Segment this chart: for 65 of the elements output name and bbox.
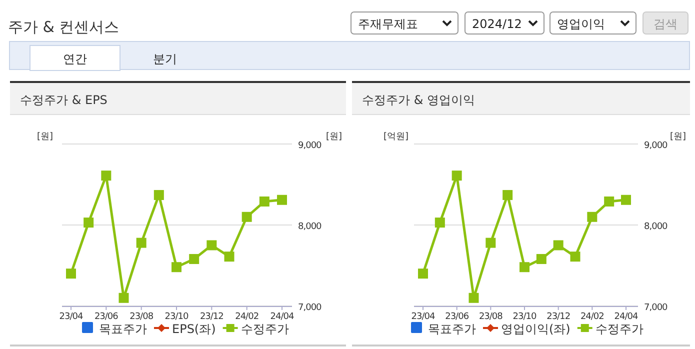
point (101, 170, 112, 181)
point (452, 170, 462, 181)
y2-tick-label: 9,000 (644, 141, 668, 151)
chart-title: 수정주가 & EPS (20, 93, 108, 107)
text: 분기 (153, 52, 177, 66)
y2-tick-label: 7,000 (644, 303, 668, 313)
text: 연간 (63, 52, 87, 66)
text: 검색 (654, 17, 678, 31)
y2-tick-label: 7,000 (298, 303, 322, 313)
y2-tick-label: 8,000 (298, 222, 322, 232)
point (570, 252, 580, 262)
legend-label: 수정주가 (595, 322, 644, 336)
point (587, 212, 598, 222)
point (259, 196, 270, 207)
y2-tick-label: 8,000 (644, 222, 668, 232)
point (154, 190, 164, 200)
x-tick-label: 23/08 (130, 312, 154, 322)
y2-axis-title: [원] (326, 132, 342, 142)
point (502, 190, 513, 200)
point (242, 212, 252, 222)
x-tick-label: 24/04 (270, 312, 294, 322)
point (621, 194, 631, 205)
point (277, 194, 287, 205)
point (486, 238, 496, 248)
x-tick-label: 24/02 (580, 312, 604, 322)
y-axis-title: [억원] (383, 132, 409, 142)
y2-axis-title: [원] (670, 132, 686, 142)
x-tick-label: 23/10 (164, 312, 189, 322)
x-tick-label: 24/02 (235, 312, 259, 322)
point (520, 262, 530, 272)
point (418, 268, 428, 279)
point (172, 262, 182, 272)
legend-label: 목표주가 (428, 322, 476, 336)
x-tick-label: 23/04 (59, 312, 84, 322)
legend-label: 목표주가 (99, 322, 147, 336)
legend-label: EPS(좌) (172, 322, 216, 336)
x-tick-label: 23/06 (94, 312, 119, 322)
point (66, 268, 76, 279)
y-axis-title: [원] (36, 132, 54, 142)
x-tick-label: 23/10 (512, 312, 537, 322)
point (536, 254, 546, 264)
point (136, 238, 146, 248)
text: 영업이익 (557, 17, 605, 31)
point (118, 292, 129, 303)
point (224, 252, 234, 262)
text: 주가 & 컨센서스 (8, 18, 120, 36)
x-tick-label: 23/04 (411, 312, 436, 322)
x-tick-label: 23/06 (445, 312, 470, 322)
point (434, 218, 445, 228)
point (189, 254, 200, 264)
point (84, 218, 94, 228)
text: 2024/12 (472, 17, 522, 31)
x-tick-label: 23/12 (546, 312, 570, 322)
point (468, 292, 479, 303)
point (604, 196, 614, 207)
legend-label: 영업이익(좌) (501, 322, 570, 336)
x-tick-label: 23/12 (200, 312, 224, 322)
text: 주재무제표 (358, 17, 418, 31)
point (553, 240, 564, 250)
point (206, 240, 217, 250)
x-tick-label: 23/08 (478, 312, 504, 322)
legend-label: 수정주가 (240, 322, 289, 336)
x-tick-label: 24/04 (614, 312, 638, 322)
y2-tick-label: 9,000 (298, 141, 322, 151)
chart-title: 수정주가 & 영업이익 (362, 93, 475, 107)
